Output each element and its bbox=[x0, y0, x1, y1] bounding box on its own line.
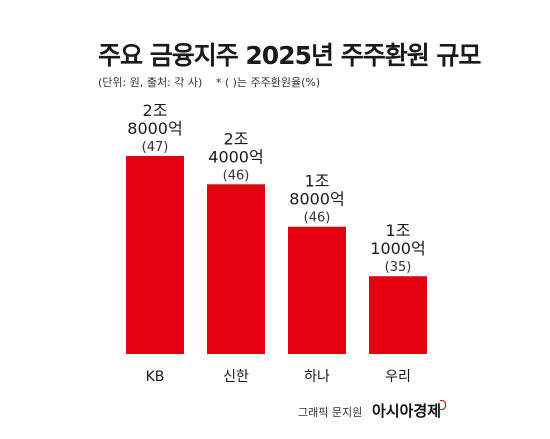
bar-0 bbox=[126, 156, 184, 354]
unit-source-note: (단위: 원, 출처: 각 사) bbox=[98, 76, 203, 89]
value-label: 2조 bbox=[143, 101, 168, 120]
category-label: 우리 bbox=[385, 369, 411, 385]
value-label: 1조 bbox=[386, 221, 411, 240]
brand-mark-icon bbox=[440, 400, 446, 410]
category-label: 하나 bbox=[304, 369, 330, 385]
value-label: 8000억 bbox=[289, 190, 344, 209]
brand-logo: 아시아경제 bbox=[372, 402, 442, 420]
graphic-credit: 그래픽 문지원 bbox=[298, 406, 363, 419]
chart-subtitle: (단위: 원, 출처: 각 사) * ( )는 주주환원율(%) bbox=[98, 74, 320, 90]
ratio-label: (46) bbox=[304, 211, 331, 226]
value-label: 2조 bbox=[224, 129, 249, 148]
ratio-label: (35) bbox=[385, 260, 412, 275]
value-label: 1조 bbox=[305, 172, 330, 191]
bar-1 bbox=[207, 184, 265, 354]
chart-title: 주요 금융지주 2025년 주주환원 규모 bbox=[98, 41, 481, 70]
category-label: 신한 bbox=[223, 369, 249, 385]
bar-3 bbox=[369, 276, 427, 354]
value-label: 8000억 bbox=[127, 119, 182, 138]
ratio-label: (46) bbox=[223, 168, 250, 183]
ratio-label: (47) bbox=[142, 140, 169, 155]
ratio-note: * ( )는 주주환원율(%) bbox=[215, 76, 321, 89]
value-label: 1000억 bbox=[370, 239, 425, 258]
category-label: KB bbox=[146, 369, 165, 385]
bar-2 bbox=[288, 226, 346, 354]
value-label: 4000억 bbox=[208, 147, 263, 166]
